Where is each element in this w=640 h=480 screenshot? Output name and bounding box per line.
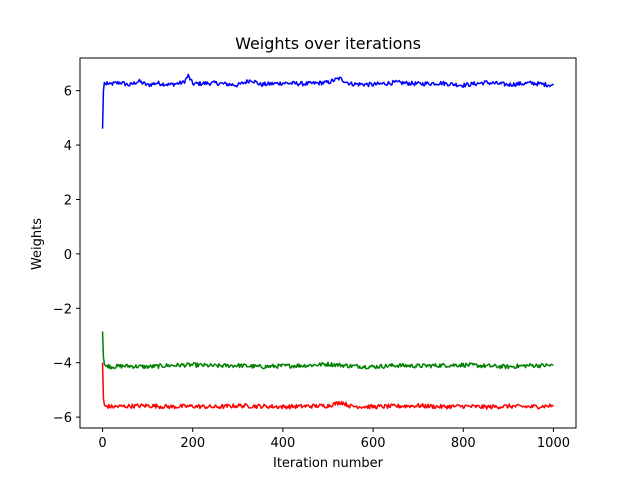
y-axis-label: Weights xyxy=(30,218,45,270)
ticks-layer: 0 200 400 600 800 1000 −6 −4 −2 0 2 4 6 xyxy=(53,85,570,451)
series-line-weight-red xyxy=(101,362,554,410)
y-tick-label: 2 xyxy=(64,193,72,208)
x-axis-label: Iteration number xyxy=(273,456,384,471)
y-tick-label: −6 xyxy=(53,411,72,426)
y-tick-label: 0 xyxy=(64,248,72,263)
series-line-weight-blue xyxy=(101,73,554,129)
series-layer xyxy=(101,73,554,410)
y-tick-label: 4 xyxy=(64,139,72,154)
series-line-weight-green xyxy=(101,331,554,370)
y-tick-label: −4 xyxy=(53,357,72,372)
y-tick-label: 6 xyxy=(64,85,72,100)
plot-frame xyxy=(79,57,577,429)
x-tick-label: 400 xyxy=(270,436,295,451)
x-tick-label: 200 xyxy=(180,436,205,451)
chart-title: Weights over iterations xyxy=(235,34,421,53)
x-tick-label: 600 xyxy=(361,436,386,451)
x-tick-label: 800 xyxy=(451,436,476,451)
y-tick-label: −2 xyxy=(53,302,72,317)
x-tick-label: 1000 xyxy=(537,436,570,451)
x-tick-label: 0 xyxy=(98,436,106,451)
